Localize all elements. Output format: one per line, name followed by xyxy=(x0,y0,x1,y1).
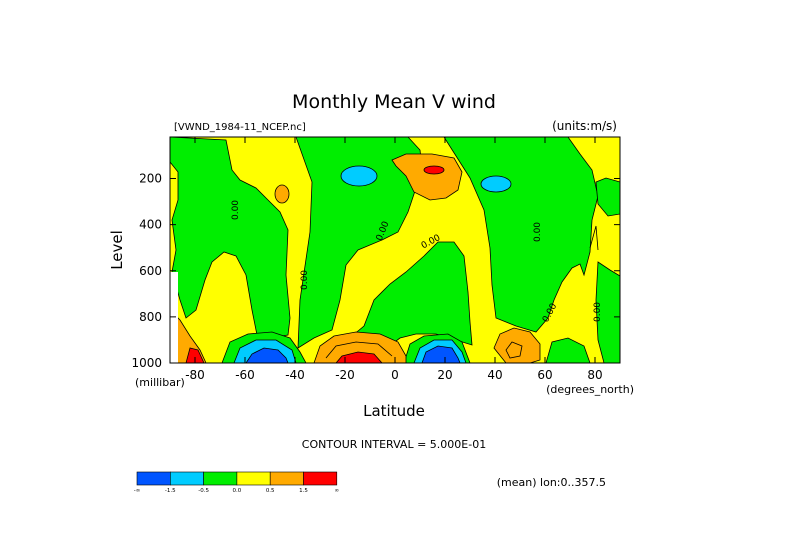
orange-pocket-upper-west xyxy=(274,184,290,204)
x-axis: -80 -60 -40 -20 0 20 40 60 80 xyxy=(185,137,603,382)
x-axis-label: Latitude xyxy=(363,402,425,420)
colorbar-label: -0.5 xyxy=(198,488,209,494)
orange-region-upper-central xyxy=(391,153,463,201)
zero-label-7: 0.00 xyxy=(593,302,603,322)
colorbar-swatch xyxy=(236,471,271,486)
chart-title: Monthly Mean V wind xyxy=(292,91,496,113)
colorbar-swatch xyxy=(136,471,171,486)
x-tick-label: -20 xyxy=(335,368,355,382)
y-tick-label: 1000 xyxy=(131,356,162,370)
contour-interval-text: CONTOUR INTERVAL = 5.000E-01 xyxy=(302,438,486,451)
missing-data-patch xyxy=(170,272,178,363)
y-units-label: (millibar) xyxy=(135,376,185,389)
y-tick-label: 400 xyxy=(139,218,162,232)
red-pocket-southwest xyxy=(185,347,205,363)
contour-field xyxy=(170,137,620,363)
blue-pocket-lower-west xyxy=(245,347,289,363)
colorbar-label: -∞ xyxy=(134,488,141,494)
y-tick-label: 200 xyxy=(139,172,162,186)
green-region-far-east xyxy=(595,261,620,363)
x-tick-label: 60 xyxy=(537,368,552,382)
colorbar-label: -1.5 xyxy=(165,488,176,494)
colorbar-label: 0.5 xyxy=(266,488,275,494)
colorbar-label: 1.5 xyxy=(299,488,308,494)
green-region-northeast xyxy=(595,177,620,217)
red-pocket-upper-central xyxy=(423,165,445,175)
contour-line-lower-west xyxy=(325,341,393,359)
cyan-pocket-upper-central xyxy=(340,165,378,187)
colorbar-swatch xyxy=(170,471,204,486)
x-tick-label: -60 xyxy=(235,368,255,382)
cyan-pocket-upper-east xyxy=(480,175,512,193)
contour-line-north-east xyxy=(589,225,599,251)
orange-region-lower-east xyxy=(493,327,541,363)
zero-label-1: 0.00 xyxy=(231,200,241,220)
units-label: (units:m/s) xyxy=(552,119,617,133)
colorbar-swatch xyxy=(303,471,338,486)
green-region-west xyxy=(170,137,291,341)
x-tick-label: 80 xyxy=(587,368,602,382)
y-tick-label: 800 xyxy=(139,310,162,324)
green-band-bottom-east xyxy=(545,337,591,363)
red-pocket-lower-west xyxy=(335,351,383,363)
colorbar-label: ∞ xyxy=(335,488,340,494)
x-tick-label: 40 xyxy=(487,368,502,382)
colorbar-label: 0.0 xyxy=(233,488,242,494)
x-tick-label: 20 xyxy=(437,368,452,382)
x-tick-label: 0 xyxy=(391,368,399,382)
green-region-lower-central xyxy=(351,241,473,359)
colorbar-swatch xyxy=(269,471,304,486)
orange-region-lower-west xyxy=(313,331,407,363)
zero-label-5: 0.00 xyxy=(533,222,543,242)
colorbar: -∞ -1.5 -0.5 0.0 0.5 1.5 ∞ xyxy=(134,471,340,494)
y-tick-label: 600 xyxy=(139,264,162,278)
file-label: [VWND_1984-11_NCEP.nc] xyxy=(174,122,306,133)
y-axis-label: Level xyxy=(108,230,126,270)
x-tick-label: -80 xyxy=(185,368,205,382)
x-tick-label: -40 xyxy=(285,368,305,382)
y-axis: 200 400 600 800 1000 xyxy=(131,172,620,370)
mean-lon-text: (mean) lon:0..357.5 xyxy=(497,476,606,489)
blue-pocket-lower-central xyxy=(421,345,461,363)
x-units-label: (degrees_north) xyxy=(546,383,634,396)
zero-label-2: 0.00 xyxy=(300,270,310,290)
contour-line-lower-east xyxy=(505,341,523,359)
colorbar-swatch xyxy=(203,471,238,486)
